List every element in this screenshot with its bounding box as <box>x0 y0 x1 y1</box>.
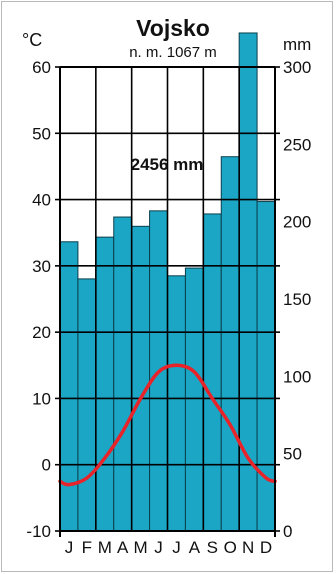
right-axis-unit: mm <box>283 35 311 54</box>
precip-bar-10 <box>220 156 240 532</box>
left-tick-label-7: 60 <box>32 58 51 77</box>
month-label-9: S <box>207 538 218 557</box>
precipitation-bars <box>59 32 276 532</box>
right-tick-labels: 0 50 100 150 200 250 300 <box>283 58 311 541</box>
left-axis-unit: °C <box>22 30 42 50</box>
month-label-10: O <box>224 538 237 557</box>
chart-title: Vojsko <box>136 15 210 41</box>
grid-lines <box>60 66 275 532</box>
right-tick-label-3: 150 <box>283 290 311 309</box>
month-label-2: F <box>82 538 92 557</box>
right-tick-label-6: 300 <box>283 58 311 77</box>
left-tick-label-4: 30 <box>32 257 51 276</box>
left-tick-label-3: 20 <box>32 323 51 342</box>
month-label-4: A <box>117 538 129 557</box>
month-label-12: D <box>260 538 272 557</box>
precip-bar-4 <box>113 216 133 532</box>
total-precipitation-annotation: 2456 mm <box>131 155 204 174</box>
precip-bar-5 <box>131 225 151 532</box>
left-tick-label-1: 0 <box>42 456 51 475</box>
left-tick-label-2: 10 <box>32 389 51 408</box>
right-tick-label-2: 100 <box>283 367 311 386</box>
temperature-line <box>58 363 277 487</box>
precip-bar-2 <box>77 278 97 532</box>
month-label-8: A <box>189 538 201 557</box>
month-label-11: N <box>242 538 254 557</box>
month-label-7: J <box>172 538 181 557</box>
chart-subtitle: n. m. 1067 m <box>129 44 217 61</box>
right-tick-label-1: 50 <box>283 445 302 464</box>
axes <box>55 66 280 537</box>
month-label-3: M <box>98 538 112 557</box>
left-tick-label-5: 40 <box>32 191 51 210</box>
right-tick-label-0: 0 <box>283 522 292 541</box>
precip-bar-8 <box>184 267 204 532</box>
left-tick-label-0: -10 <box>26 522 51 541</box>
month-label-1: J <box>65 538 74 557</box>
precip-bar-9 <box>202 213 222 532</box>
right-tick-label-5: 250 <box>283 135 311 154</box>
precip-bar-7 <box>167 275 186 532</box>
month-label-6: J <box>154 538 163 557</box>
month-label-5: M <box>134 538 148 557</box>
precip-bar-3 <box>95 236 115 532</box>
left-tick-labels: -10 0 10 20 30 40 50 60 <box>26 58 51 541</box>
precip-bar-1 <box>59 241 79 532</box>
temperature-series <box>58 363 277 487</box>
left-tick-label-6: 50 <box>32 124 51 143</box>
right-tick-label-4: 200 <box>283 213 311 232</box>
